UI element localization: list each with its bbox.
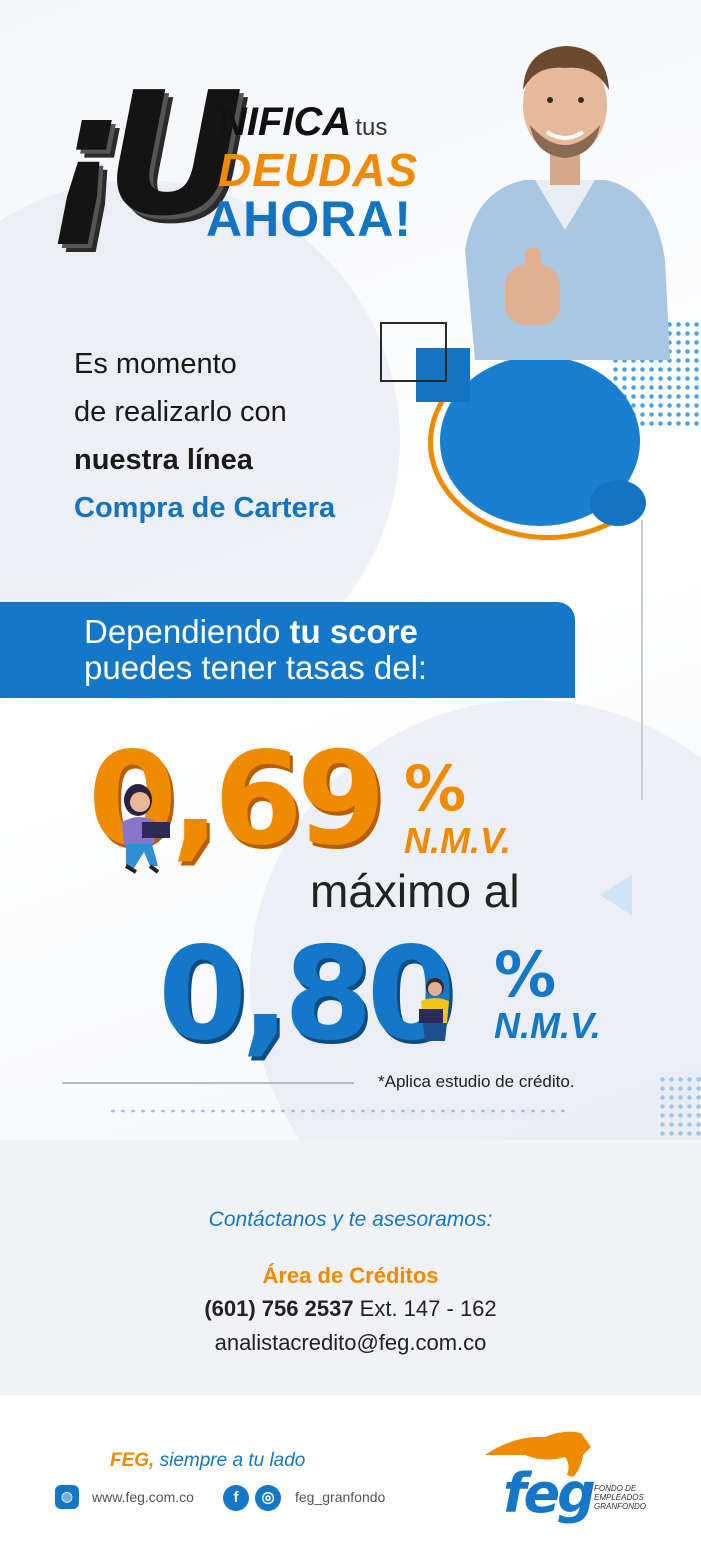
banner-prefix: Dependiendo (84, 613, 290, 650)
website-link[interactable]: www.feg.com.co (92, 1489, 194, 1505)
footer-slogan: FEG, siempre a tu lado (110, 1450, 305, 1472)
headline-big-letters: ¡U (46, 56, 244, 254)
orange-ring (428, 345, 668, 540)
headline-tus: tus (355, 114, 388, 141)
banner-line2: puedes tener tasas del: (84, 649, 428, 686)
blue-square (416, 348, 470, 402)
horse-logo-icon (485, 1431, 591, 1477)
banner-bold: tu score (289, 613, 418, 650)
score-banner (0, 602, 575, 698)
product-name: Compra de Cartera (74, 492, 336, 524)
contact-phone[interactable]: (601) 756 2537 Ext. 147 - 162 (0, 1296, 701, 1322)
intro-line3: nuestra línea (74, 444, 253, 476)
disclaimer: *Aplica estudio de crédito. (378, 1072, 575, 1091)
phone-extension: Ext. 147 - 162 (353, 1296, 497, 1321)
intro-line1: Es momento (74, 348, 237, 380)
logo-sub-line3: GRANFONDO (594, 1502, 646, 1511)
triangle-decoration (600, 875, 632, 915)
logo-sub-line2: EMPLEADOS (594, 1493, 644, 1502)
intro-line2: de realizarlo con (74, 396, 287, 428)
feg-logo: feg (503, 1462, 596, 1525)
dotted-line (108, 1108, 568, 1114)
logo-subtitle: FONDO DE EMPLEADOS GRANFONDO (594, 1484, 646, 1511)
outline-square (380, 322, 447, 382)
woman-laptop-illustration (122, 784, 170, 874)
footer (0, 1395, 701, 1562)
slogan-brand: FEG, (110, 1450, 155, 1471)
man-laptop-illustration (419, 978, 449, 1041)
contact-email[interactable]: analistacredito@feg.com.co (214, 1330, 487, 1355)
instagram-icon[interactable]: ◎ (255, 1485, 281, 1511)
headline-line3: AHORA! (206, 191, 412, 247)
social-handle[interactable]: feg_granfondo (295, 1489, 386, 1505)
min-rate-percent: % (404, 752, 467, 825)
max-rate-value: 0,80 (158, 920, 456, 1069)
intro-text: Es momento de realizarlo con nuestra lín… (74, 340, 335, 532)
max-rate-percent: % (494, 938, 557, 1011)
smiling-man-photo (465, 46, 670, 360)
max-connector: máximo al (310, 865, 520, 917)
logo-sub-line1: FONDO DE (594, 1484, 637, 1493)
headline-line1: NIFICA tus (218, 100, 388, 144)
facebook-icon[interactable]: f (223, 1485, 249, 1511)
slogan-rest: siempre a tu lado (154, 1450, 306, 1471)
banner-text: Dependiendo tu score puedes tener tasas … (84, 614, 427, 686)
vertical-divider (641, 520, 643, 800)
separator-line (62, 1082, 354, 1084)
web-icon[interactable]: ◍ (55, 1485, 79, 1509)
small-blue-circle (590, 480, 646, 526)
contact-area: Área de Créditos (262, 1263, 439, 1288)
contact-section (0, 1140, 701, 1395)
max-rate-unit: N.M.V. (494, 1005, 601, 1046)
min-rate-unit: N.M.V. (404, 820, 511, 861)
phone-number[interactable]: (601) 756 2537 (204, 1296, 354, 1321)
contact-title: Contáctanos y te asesoramos: (208, 1208, 493, 1231)
headline-line2: DEUDAS (218, 144, 419, 196)
